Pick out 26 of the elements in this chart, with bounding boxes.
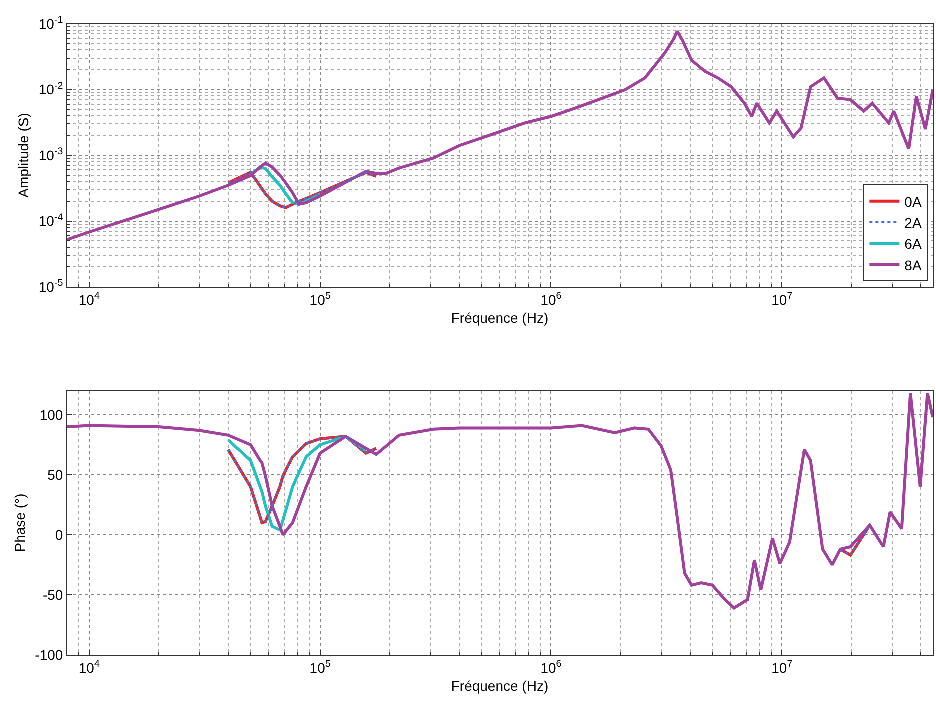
y-tick-label: 10$^{-4}$ <box>38 212 64 230</box>
y-tick-label: -50 <box>42 586 64 603</box>
x-tick-label: 10$^{4}$ <box>78 658 100 676</box>
x-tick-label: 10$^{6}$ <box>540 658 562 676</box>
y-tick-label: 0 <box>55 526 64 543</box>
y-axis-title: Amplitude (S) <box>16 113 32 198</box>
x-axis-title: Fréquence (Hz) <box>451 310 549 326</box>
x-tick-label: 10$^{7}$ <box>772 290 793 308</box>
y-tick-label: 100 <box>40 406 64 423</box>
y-tick-label: 10$^{-5}$ <box>38 278 64 295</box>
legend-label: 8A <box>904 257 922 274</box>
x-tick-label: 10$^{7}$ <box>772 658 793 676</box>
y-tick-label: -100 <box>35 646 64 663</box>
x-tick-label: 10$^{5}$ <box>310 658 332 676</box>
x-tick-label: 10$^{5}$ <box>310 290 332 308</box>
x-axis-title: Fréquence (Hz) <box>451 678 549 694</box>
y-tick-label: 10$^{-2}$ <box>38 80 64 98</box>
legend-label: 2A <box>904 215 922 231</box>
x-tick-label: 10$^{6}$ <box>540 290 562 308</box>
x-tick-label: 10$^{4}$ <box>78 290 100 308</box>
y-axis-title: Phase (°) <box>12 494 28 552</box>
y-tick-label: 10$^{-1}$ <box>38 15 64 32</box>
y-tick-label: 50 <box>48 466 64 483</box>
legend-label: 0A <box>904 194 922 210</box>
legend-label: 6A <box>904 236 922 252</box>
y-tick-label: 10$^{-3}$ <box>38 146 64 164</box>
